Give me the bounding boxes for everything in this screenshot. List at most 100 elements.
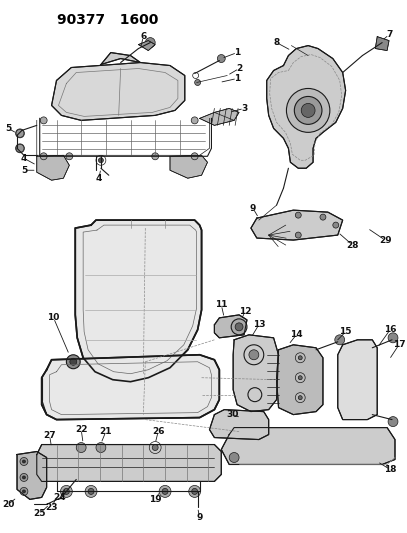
Circle shape bbox=[22, 460, 25, 463]
Circle shape bbox=[335, 335, 345, 345]
Polygon shape bbox=[267, 46, 346, 168]
Circle shape bbox=[301, 103, 315, 117]
Circle shape bbox=[162, 488, 168, 495]
Text: 19: 19 bbox=[149, 495, 162, 504]
Text: 4: 4 bbox=[96, 174, 102, 183]
Circle shape bbox=[88, 488, 94, 495]
Circle shape bbox=[295, 232, 301, 238]
Circle shape bbox=[70, 358, 77, 365]
Polygon shape bbox=[221, 427, 395, 464]
Text: 90377   1600: 90377 1600 bbox=[57, 13, 158, 27]
Polygon shape bbox=[375, 37, 389, 51]
Polygon shape bbox=[101, 53, 140, 64]
Text: 27: 27 bbox=[43, 431, 56, 440]
Polygon shape bbox=[17, 451, 47, 499]
Polygon shape bbox=[138, 41, 155, 51]
Circle shape bbox=[249, 350, 259, 360]
Circle shape bbox=[152, 153, 159, 160]
Polygon shape bbox=[214, 315, 247, 338]
Circle shape bbox=[22, 476, 25, 479]
Circle shape bbox=[320, 214, 326, 220]
Circle shape bbox=[66, 355, 80, 369]
Text: 6: 6 bbox=[140, 32, 147, 41]
Text: 26: 26 bbox=[152, 427, 164, 436]
Text: 8: 8 bbox=[274, 38, 280, 47]
Text: 10: 10 bbox=[47, 313, 60, 322]
Polygon shape bbox=[170, 155, 208, 178]
Circle shape bbox=[287, 88, 330, 132]
Text: 7: 7 bbox=[386, 30, 392, 39]
Text: 1: 1 bbox=[234, 74, 240, 83]
Circle shape bbox=[195, 79, 201, 85]
Circle shape bbox=[298, 356, 302, 360]
Circle shape bbox=[40, 153, 47, 160]
Circle shape bbox=[295, 212, 301, 218]
Circle shape bbox=[388, 417, 398, 426]
Circle shape bbox=[66, 153, 73, 160]
Circle shape bbox=[333, 222, 339, 228]
Text: 5: 5 bbox=[5, 124, 11, 133]
Circle shape bbox=[40, 117, 47, 124]
Text: 12: 12 bbox=[239, 308, 251, 317]
Polygon shape bbox=[42, 355, 219, 419]
Circle shape bbox=[20, 457, 28, 465]
Text: 17: 17 bbox=[393, 340, 405, 349]
Circle shape bbox=[217, 54, 225, 62]
Polygon shape bbox=[277, 345, 323, 415]
Circle shape bbox=[191, 117, 198, 124]
Circle shape bbox=[98, 158, 103, 163]
Circle shape bbox=[96, 442, 106, 453]
Text: 25: 25 bbox=[33, 509, 46, 518]
Text: 18: 18 bbox=[384, 465, 396, 474]
Circle shape bbox=[152, 445, 158, 450]
Circle shape bbox=[76, 442, 86, 453]
Text: 4: 4 bbox=[21, 154, 27, 163]
Circle shape bbox=[20, 487, 28, 495]
Text: 30: 30 bbox=[226, 410, 239, 419]
Circle shape bbox=[63, 488, 69, 495]
Text: 9: 9 bbox=[250, 204, 256, 213]
Circle shape bbox=[16, 130, 24, 138]
Polygon shape bbox=[210, 410, 269, 440]
Polygon shape bbox=[37, 445, 221, 481]
Text: 13: 13 bbox=[253, 320, 265, 329]
Circle shape bbox=[192, 488, 198, 495]
Text: 24: 24 bbox=[53, 493, 66, 502]
Circle shape bbox=[20, 473, 28, 481]
Circle shape bbox=[298, 376, 302, 379]
Polygon shape bbox=[37, 155, 69, 180]
Text: 5: 5 bbox=[21, 166, 27, 175]
Text: 11: 11 bbox=[215, 301, 228, 309]
Circle shape bbox=[229, 453, 239, 463]
Circle shape bbox=[22, 490, 25, 493]
Text: 2: 2 bbox=[236, 64, 242, 73]
Text: 3: 3 bbox=[241, 104, 247, 113]
Text: 29: 29 bbox=[379, 236, 392, 245]
Text: 23: 23 bbox=[45, 503, 58, 512]
Text: 21: 21 bbox=[100, 427, 112, 436]
Circle shape bbox=[231, 319, 247, 335]
Circle shape bbox=[294, 96, 322, 124]
Circle shape bbox=[388, 333, 398, 343]
Text: 1: 1 bbox=[234, 48, 240, 57]
Circle shape bbox=[191, 153, 198, 160]
Polygon shape bbox=[233, 335, 278, 411]
Text: 28: 28 bbox=[346, 240, 359, 249]
Text: 14: 14 bbox=[290, 330, 303, 340]
Text: 15: 15 bbox=[339, 327, 352, 336]
Polygon shape bbox=[52, 62, 185, 120]
Circle shape bbox=[235, 323, 243, 331]
Polygon shape bbox=[75, 220, 201, 382]
Text: 20: 20 bbox=[2, 500, 14, 509]
Circle shape bbox=[145, 38, 155, 47]
Circle shape bbox=[298, 395, 302, 400]
Circle shape bbox=[61, 486, 72, 497]
Circle shape bbox=[85, 486, 97, 497]
Polygon shape bbox=[199, 108, 239, 125]
Circle shape bbox=[159, 486, 171, 497]
Circle shape bbox=[189, 486, 201, 497]
Circle shape bbox=[16, 144, 24, 152]
Polygon shape bbox=[251, 210, 343, 240]
Polygon shape bbox=[338, 340, 377, 419]
Text: 22: 22 bbox=[75, 425, 88, 434]
